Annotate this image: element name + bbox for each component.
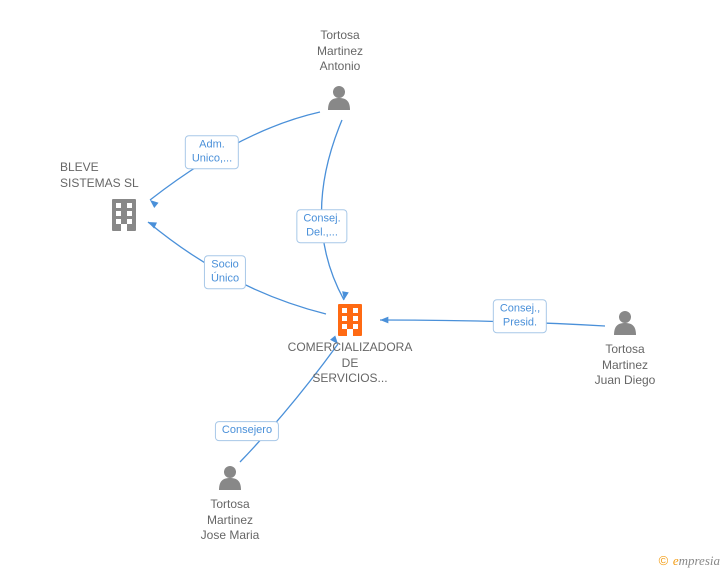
edge-arrow-juandiego-comer	[380, 317, 388, 324]
node-juandiego[interactable]: Tortosa Martinez Juan Diego	[585, 342, 665, 389]
node-juandiego-label: Tortosa Martinez Juan Diego	[595, 342, 656, 387]
edge-label-juandiego-comer[interactable]: Consej., Presid.	[493, 299, 547, 333]
node-josemaria[interactable]: Tortosa Martinez Jose Maria	[190, 497, 270, 544]
person-icon-josemaria[interactable]	[219, 466, 241, 490]
node-josemaria-label: Tortosa Martinez Jose Maria	[201, 497, 260, 542]
copyright-symbol: ©	[659, 553, 669, 568]
building-icon-bleve[interactable]	[112, 199, 136, 231]
building-icon-comer[interactable]	[338, 304, 362, 336]
node-comer-label: COMERCIALIZADORA DE SERVICIOS...	[288, 340, 413, 385]
diagram-canvas	[0, 0, 728, 575]
node-bleve-label: BLEVE SISTEMAS SL	[60, 160, 139, 190]
node-bleve[interactable]: BLEVE SISTEMAS SL	[60, 160, 160, 191]
node-comer[interactable]: COMERCIALIZADORA DE SERVICIOS...	[280, 340, 420, 387]
edge-label-antonio-bleve[interactable]: Adm. Unico,...	[185, 135, 239, 169]
person-icon-juandiego[interactable]	[614, 311, 636, 335]
edge-label-comer-bleve[interactable]: Socio Único	[204, 255, 246, 289]
brand-rest: mpresia	[679, 553, 720, 568]
edge-label-josemaria-comer[interactable]: Consejero	[215, 421, 279, 441]
edge-label-antonio-comer[interactable]: Consej. Del.,...	[296, 209, 347, 243]
footer-branding: © empresia	[659, 553, 720, 569]
person-icon-antonio[interactable]	[328, 86, 350, 110]
node-antonio[interactable]: Tortosa Martinez Antonio	[300, 28, 380, 75]
edge-arrow-antonio-bleve	[150, 200, 159, 208]
node-antonio-label: Tortosa Martinez Antonio	[317, 28, 363, 73]
